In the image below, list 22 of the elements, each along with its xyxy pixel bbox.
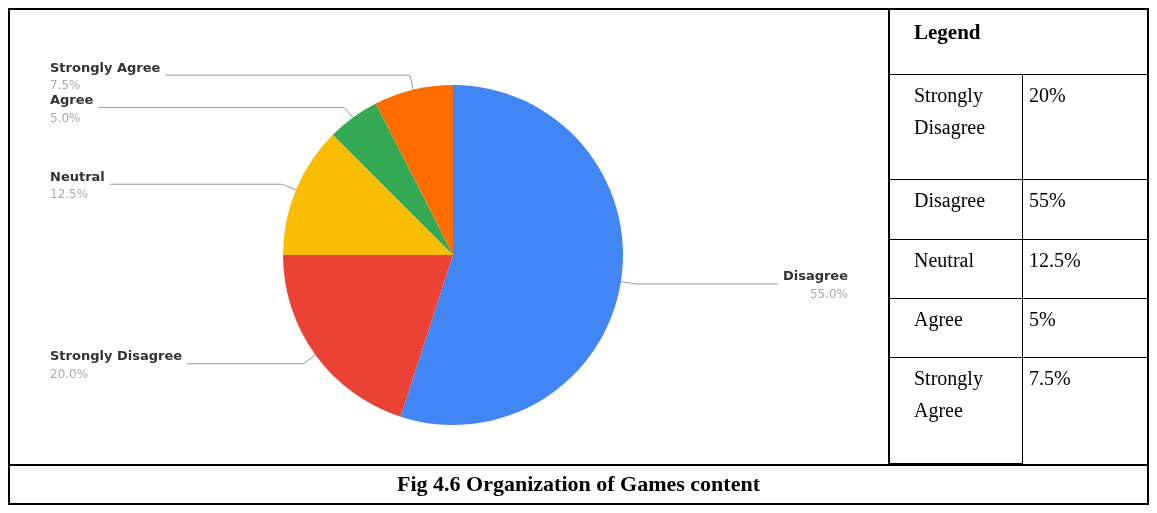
text: Disagree <box>890 179 1023 240</box>
text: Neutral <box>890 239 1023 299</box>
data-label: 12.5% <box>50 187 89 202</box>
text: 12.5% <box>1022 239 1147 299</box>
text: Strongly Agree <box>890 357 1023 464</box>
text: Strongly Disagree <box>890 74 1023 180</box>
text: 20% <box>1022 74 1147 180</box>
text: Agree <box>890 298 1023 358</box>
text: 55% <box>1022 179 1147 240</box>
text: 5% <box>1022 298 1147 358</box>
data-label: 5.0% <box>50 110 81 125</box>
slice-label: Agree <box>50 92 94 108</box>
data-label: 55.0% <box>809 286 848 301</box>
slice-label: Neutral <box>50 168 105 184</box>
data-label: 7.5% <box>50 78 81 93</box>
text: 7.5% <box>1022 357 1147 464</box>
slice-label: Strongly Agree <box>50 59 161 75</box>
data-label: 20.0% <box>50 366 89 381</box>
slice-label: Disagree <box>782 268 849 284</box>
legend-title: Legend <box>890 10 1147 75</box>
slice-label: Strongly Disagree <box>50 348 183 364</box>
text: Fig 4.6 Organization of Games content <box>10 464 1147 505</box>
